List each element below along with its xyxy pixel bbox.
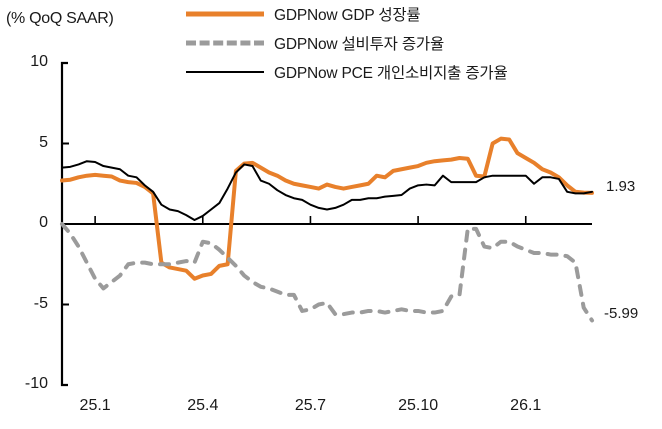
legend-item-pce: GDPNow PCE 개인소비지출 증가율 (186, 60, 508, 84)
chart-legend: GDPNow GDP 성장률 GDPNow 설비투자 증가율 GDPNow PC… (186, 2, 508, 84)
legend-label-pce: GDPNow PCE 개인소비지출 증가율 (274, 65, 508, 82)
series-line-gdp (60, 136, 594, 281)
legend-swatch-pce-line-icon (186, 65, 264, 79)
series-line-pce (61, 160, 593, 221)
gdp-end-value-label: 1.93 (606, 178, 636, 195)
legend-item-gdp: GDPNow GDP 성장률 (186, 2, 508, 26)
y-axis-unit-label: (% QoQ SAAR) (6, 10, 114, 27)
capex-end-value-label: -5.99 (604, 305, 639, 322)
series-line-capex (60, 222, 594, 323)
y-axis-tick-label: -5 (33, 294, 48, 312)
y-axis-tick-label: 0 (39, 214, 48, 231)
y-axis-tick-label: -10 (24, 375, 48, 392)
legend-label-capex: GDPNow 설비투자 증가율 (274, 36, 445, 53)
y-axis-tick-label: 5 (39, 133, 48, 151)
legend-swatch-gdp-line-icon (186, 7, 264, 21)
x-axis-tick-label: 25.7 (294, 397, 327, 414)
legend-item-capex: GDPNow 설비투자 증가율 (186, 31, 508, 55)
legend-label-gdp: GDPNow GDP 성장률 (274, 7, 421, 24)
x-axis-tick-label: 25.4 (187, 397, 219, 414)
legend-swatch-capex-dashed-line-icon (186, 36, 264, 50)
x-axis-tick-label: 25.10 (398, 397, 439, 414)
y-axis-tick-label: 10 (30, 53, 48, 70)
x-axis-tick-label: 25.1 (79, 397, 111, 414)
x-axis-tick-label: 26.1 (510, 397, 542, 414)
